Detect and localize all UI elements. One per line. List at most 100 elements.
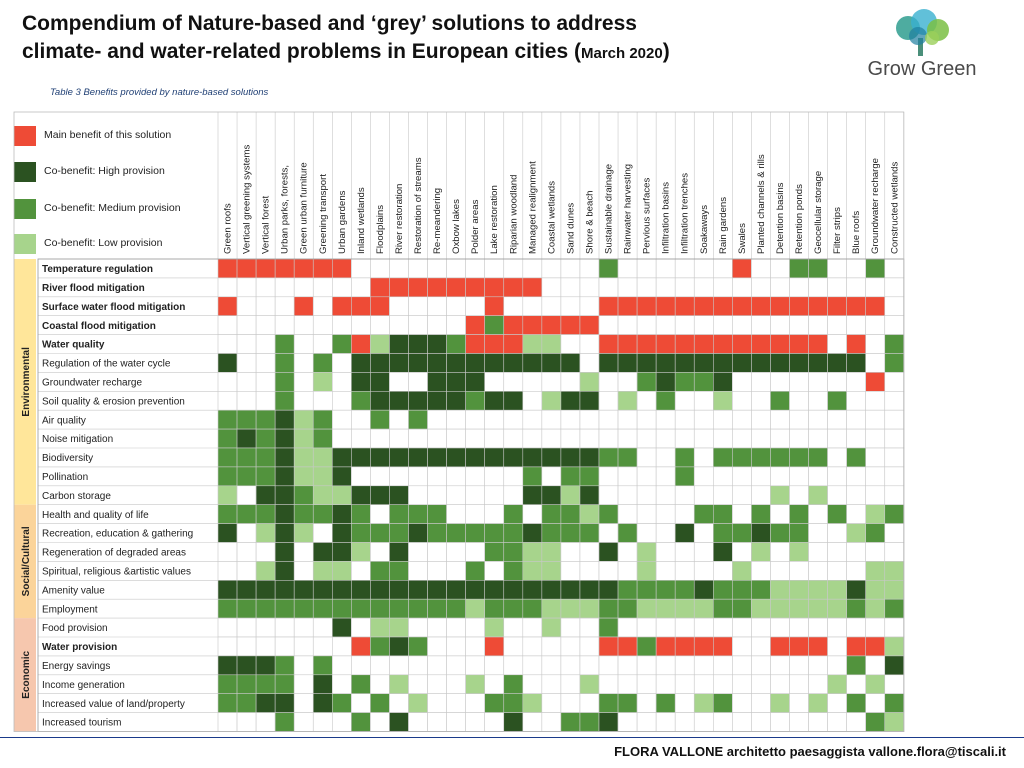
matrix-cell — [312, 598, 333, 619]
matrix-cell — [351, 712, 371, 732]
matrix-cell — [293, 561, 314, 581]
matrix-cell — [732, 561, 752, 581]
matrix-cell — [732, 712, 752, 732]
matrix-cell — [312, 636, 333, 657]
column-header: Shore & beach — [584, 191, 595, 254]
matrix-cell — [389, 542, 409, 562]
matrix-cell — [236, 428, 257, 449]
matrix-cell — [503, 579, 524, 600]
matrix-cell — [522, 523, 543, 543]
matrix-cell — [827, 655, 847, 676]
matrix-cell — [808, 390, 828, 411]
matrix-cell — [598, 334, 619, 354]
matrix-cell — [846, 598, 867, 619]
row-label: Energy savings — [42, 661, 110, 672]
row-label: Increased value of land/property — [42, 699, 185, 710]
matrix-cell — [274, 693, 295, 713]
matrix-cell — [579, 447, 600, 468]
matrix-cell — [617, 428, 638, 449]
matrix-cell — [617, 636, 638, 657]
column-header: Managed realignment — [527, 161, 538, 254]
matrix-cell — [884, 598, 905, 619]
matrix-cell — [274, 315, 295, 335]
matrix-cell — [351, 258, 371, 279]
matrix-cell — [598, 258, 619, 279]
column-header: River restoration — [394, 184, 405, 254]
matrix-cell — [408, 542, 428, 562]
matrix-cell — [579, 372, 600, 392]
matrix-cell — [274, 598, 295, 619]
matrix-cell — [712, 598, 733, 619]
matrix-cell — [770, 504, 790, 524]
matrix-cell — [351, 390, 371, 411]
matrix-cell — [846, 542, 867, 562]
matrix-cell — [427, 504, 447, 524]
matrix-cell — [732, 542, 752, 562]
matrix-cell — [465, 447, 485, 468]
matrix-cell — [236, 579, 257, 600]
matrix-cell — [846, 353, 867, 373]
matrix-cell — [484, 409, 505, 430]
matrix-cell — [427, 372, 447, 392]
matrix-cell — [446, 617, 466, 638]
matrix-cell — [827, 315, 847, 335]
matrix-cell — [674, 466, 695, 487]
matrix-cell — [351, 561, 371, 581]
matrix-cell — [408, 447, 428, 468]
matrix-cell — [274, 542, 295, 562]
matrix-cell — [712, 315, 733, 335]
matrix-cell — [846, 579, 867, 600]
matrix-cell — [312, 353, 333, 373]
matrix-cell — [617, 504, 638, 524]
matrix-cell — [293, 693, 314, 713]
matrix-cell — [503, 636, 524, 657]
matrix-cell — [503, 372, 524, 392]
matrix-cell — [712, 428, 733, 449]
column-header: Geocellular storage — [813, 171, 824, 254]
matrix-cell — [465, 655, 485, 676]
matrix-cell — [331, 561, 352, 581]
matrix-cell — [312, 258, 333, 279]
matrix-cell — [351, 409, 371, 430]
matrix-cell — [522, 542, 543, 562]
matrix-cell — [370, 258, 390, 279]
matrix-cell — [503, 296, 524, 316]
matrix-cell — [674, 674, 695, 694]
matrix-cell — [865, 409, 886, 430]
matrix-cell — [846, 258, 867, 279]
matrix-cell — [846, 504, 867, 524]
matrix-cell — [693, 447, 714, 468]
matrix-cell — [884, 296, 905, 316]
matrix-cell — [351, 277, 371, 298]
row-label: Temperature regulation — [42, 264, 153, 275]
matrix-cell — [751, 561, 771, 581]
matrix-cell — [370, 636, 390, 657]
matrix-cell — [484, 542, 505, 562]
matrix-cell — [827, 579, 847, 600]
matrix-cell — [655, 258, 676, 279]
matrix-cell — [808, 353, 828, 373]
matrix-cell — [732, 579, 752, 600]
matrix-cell — [274, 428, 295, 449]
matrix-cell — [331, 277, 352, 298]
matrix-cell — [522, 485, 543, 505]
matrix-cell — [865, 277, 886, 298]
matrix-cell — [465, 693, 485, 713]
group-label: Environmental — [21, 347, 32, 417]
matrix-cell — [655, 693, 676, 713]
matrix-cell — [389, 693, 409, 713]
matrix-cell — [712, 334, 733, 354]
matrix-cell — [789, 693, 809, 713]
matrix-cell — [370, 315, 390, 335]
matrix-cell — [446, 598, 466, 619]
matrix-cell — [408, 636, 428, 657]
matrix-cell — [865, 712, 886, 732]
matrix-cell — [579, 579, 600, 600]
matrix-cell — [770, 542, 790, 562]
matrix-cell — [655, 542, 676, 562]
matrix-cell — [674, 334, 695, 354]
matrix-cell — [617, 712, 638, 732]
matrix-cell — [808, 655, 828, 676]
matrix-cell — [865, 504, 886, 524]
matrix-cell — [274, 561, 295, 581]
